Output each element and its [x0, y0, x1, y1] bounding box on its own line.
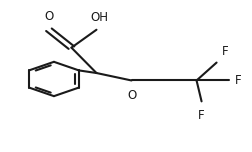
Text: F: F [234, 74, 241, 87]
Text: F: F [198, 109, 204, 122]
Text: F: F [221, 45, 227, 58]
Text: O: O [44, 10, 53, 23]
Text: OH: OH [90, 11, 108, 24]
Text: O: O [126, 89, 136, 102]
